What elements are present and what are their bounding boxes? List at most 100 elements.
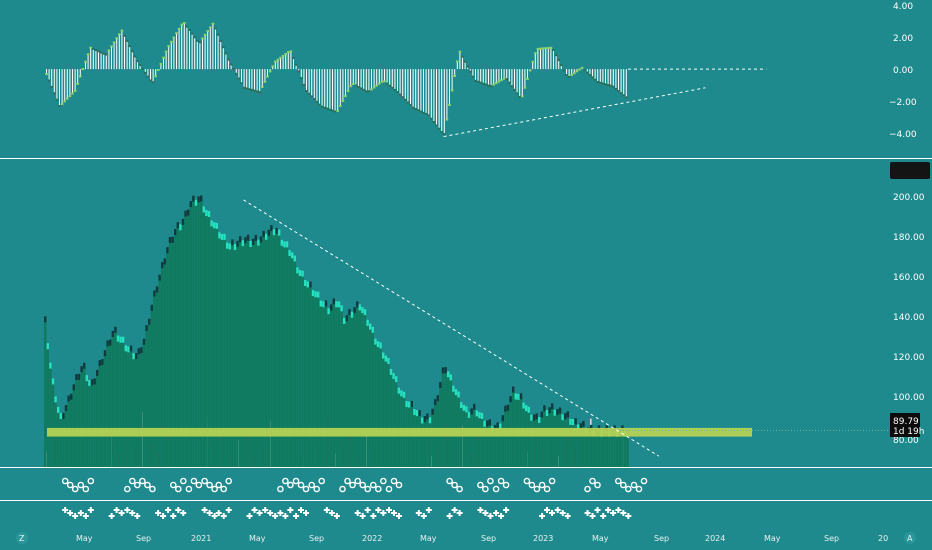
oscillator-bar [516,69,518,94]
time-axis[interactable]: Z A May Sep 2021 May Sep 2022 May Sep 20… [16,532,916,544]
oscillator-bar [181,24,183,70]
price-column [480,414,484,467]
price-column [421,419,424,467]
cross-marker [328,510,335,516]
oscillator-cap [261,85,264,88]
oscillator-bar [48,69,50,81]
marker-panel[interactable] [61,477,648,519]
oscillator-bar [274,61,276,70]
auto-scale-icon[interactable] [904,532,916,544]
price-column [597,427,601,467]
price-badge[interactable]: 89.79 1d 19h [890,413,924,437]
price-column [270,227,273,467]
oscillator-bar [553,50,554,70]
oscillator-bar [306,69,307,91]
price-candle [421,417,424,424]
oscillator-bar [475,69,476,81]
cross-marker [539,513,546,519]
oscillator-cap [578,68,581,71]
support-band[interactable] [47,427,752,437]
oscillator-cap [505,78,508,81]
price-column [218,234,221,467]
circle-marker [456,485,463,493]
oscillator-bar [204,34,206,70]
oscillator-cap [362,88,365,91]
oscillator-cap [237,77,241,80]
oscillator-cap [284,53,287,55]
price-candle [348,309,351,316]
oscillator-bar [573,69,575,74]
oscillator-cap [99,51,103,54]
oscillator-cap [456,60,459,63]
price-candle [293,255,296,262]
oscillator-bar [332,69,333,111]
price-column [301,272,304,467]
circle-marker [620,481,627,489]
oscillator-cap [593,78,597,81]
price-candle [75,374,78,381]
oscillator-bar [95,50,97,70]
oscillator-cap [320,105,324,108]
cross-marker [246,513,253,519]
oscillator-cap [596,81,599,83]
price-candle [171,236,174,243]
price-candle [233,244,237,250]
price-candle [215,222,218,229]
oscillator-bar [410,69,411,105]
oscillator-cap [346,90,350,93]
zoom-reset-icon[interactable] [16,532,28,544]
oscillator-bar [378,69,380,84]
oscillator-cap [133,55,137,58]
price-column [163,260,166,467]
price-column [96,371,99,467]
price-column [46,345,49,467]
oscillator-cap [333,110,337,113]
circle-marker [451,481,458,489]
price-candle [145,325,148,332]
oscillator-cap [536,47,540,50]
price-tick-label: 100.00 [893,393,925,403]
oscillator-cap [430,117,433,120]
price-candle [525,405,528,412]
price-column [64,407,68,467]
circle-marker [446,477,453,485]
price-candle [504,405,507,412]
price-panel[interactable]: 200.00 180.00 160.00 140.00 120.00 100.0… [44,162,930,468]
circle-marker [211,485,218,493]
circle-marker [128,477,136,485]
oscillator-bar [256,69,258,92]
price-column [155,288,159,467]
price-candle [577,424,580,431]
price-candle [228,243,231,250]
oscillator-cap [398,93,402,96]
oscillator-bar [311,69,313,97]
price-column [192,197,195,467]
oscillator-bar [246,69,248,89]
oscillator-bar [420,69,422,112]
oscillator-bar [352,69,354,85]
oscillator-cap [248,88,251,91]
oscillator-bar [550,47,552,70]
price-column [153,292,156,467]
oscillator-cap [279,56,282,59]
oscillator-bar [508,69,510,83]
price-column [343,319,346,467]
oscillator-cap [112,41,116,44]
legend-collapsed-box[interactable] [890,162,930,179]
oscillator-bar [209,27,211,70]
price-column [254,236,257,467]
price-candle [132,353,135,360]
price-candle [447,371,450,378]
oscillator-cap [138,64,142,67]
price-candle [187,209,190,216]
price-column [431,410,434,467]
oscillator-panel[interactable]: 4.00 2.00 0.00 −2.00 −4.00 [45,2,917,140]
circle-marker [206,481,213,489]
oscillator-cap [193,36,196,39]
price-column [259,238,263,467]
price-column [532,416,536,467]
price-column [366,321,369,467]
price-column [379,344,382,467]
oscillator-bar [407,69,409,103]
price-column [363,311,367,467]
